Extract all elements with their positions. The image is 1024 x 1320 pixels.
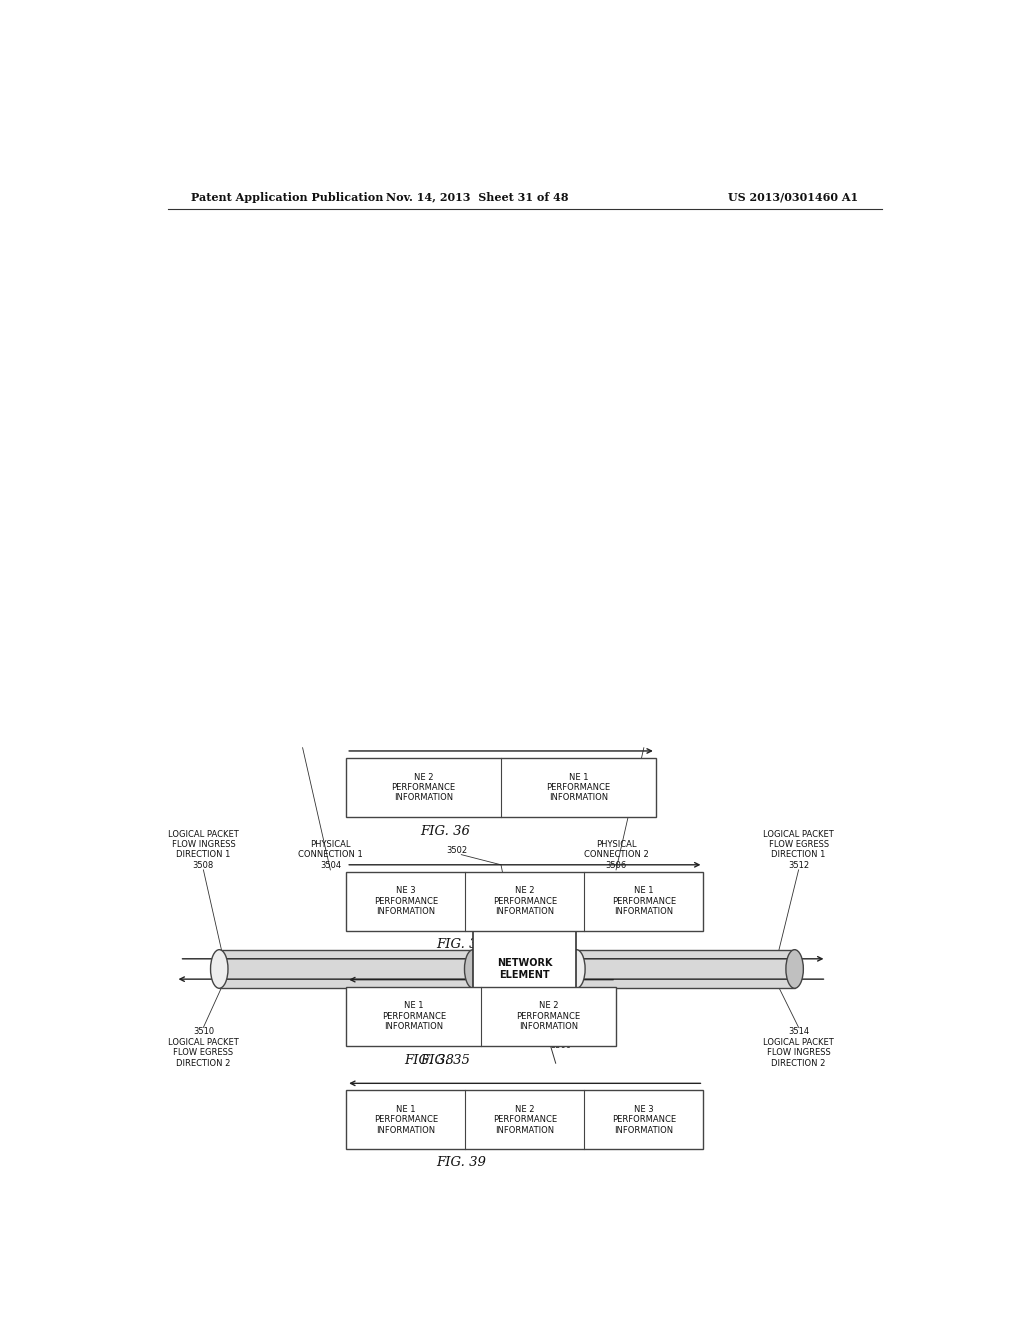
Text: PHYSICAL
CONNECTION 2
3506: PHYSICAL CONNECTION 2 3506: [584, 840, 648, 870]
Text: 3502: 3502: [446, 846, 468, 854]
Text: NE 1
PERFORMANCE
INFORMATION: NE 1 PERFORMANCE INFORMATION: [611, 887, 676, 916]
Text: FIG. 38: FIG. 38: [404, 1055, 455, 1068]
Bar: [346, 758, 655, 817]
Text: FIG. 39: FIG. 39: [436, 1156, 486, 1170]
Text: FIG. 35: FIG. 35: [421, 1055, 470, 1068]
Text: 3510
LOGICAL PACKET
FLOW EGRESS
DIRECTION 2: 3510 LOGICAL PACKET FLOW EGRESS DIRECTIO…: [168, 1027, 239, 1068]
Text: FIG. 36: FIG. 36: [421, 825, 470, 838]
Text: NE 1
PERFORMANCE
INFORMATION: NE 1 PERFORMANCE INFORMATION: [382, 1002, 445, 1031]
Text: NETWORK
ELEMENT: NETWORK ELEMENT: [497, 958, 553, 979]
Bar: [219, 949, 473, 989]
Text: Patent Application Publication: Patent Application Publication: [191, 191, 384, 202]
Text: NE 2
PERFORMANCE
INFORMATION: NE 2 PERFORMANCE INFORMATION: [516, 1002, 581, 1031]
Text: NE 3
PERFORMANCE
INFORMATION: NE 3 PERFORMANCE INFORMATION: [374, 887, 438, 916]
Text: NE 2
PERFORMANCE
INFORMATION: NE 2 PERFORMANCE INFORMATION: [391, 772, 456, 803]
Text: Nov. 14, 2013  Sheet 31 of 48: Nov. 14, 2013 Sheet 31 of 48: [386, 191, 568, 202]
Text: FIG. 37: FIG. 37: [436, 937, 486, 950]
Ellipse shape: [465, 949, 482, 989]
Text: NE 2
PERFORMANCE
INFORMATION: NE 2 PERFORMANCE INFORMATION: [493, 887, 557, 916]
Bar: [577, 949, 795, 989]
Text: NE 1
PERFORMANCE
INFORMATION: NE 1 PERFORMANCE INFORMATION: [547, 772, 610, 803]
Text: NE 1
PERFORMANCE
INFORMATION: NE 1 PERFORMANCE INFORMATION: [374, 1105, 438, 1135]
Bar: [346, 1090, 703, 1150]
Text: NE 3
PERFORMANCE
INFORMATION: NE 3 PERFORMANCE INFORMATION: [611, 1105, 676, 1135]
Text: US 2013/0301460 A1: US 2013/0301460 A1: [728, 191, 858, 202]
Text: PHYSICAL
CONNECTION 1
3504: PHYSICAL CONNECTION 1 3504: [298, 840, 362, 870]
Text: LOGICAL PACKET
FLOW INGRESS
DIRECTION 1
3508: LOGICAL PACKET FLOW INGRESS DIRECTION 1 …: [168, 830, 239, 870]
Text: 3514
LOGICAL PACKET
FLOW INGRESS
DIRECTION 2: 3514 LOGICAL PACKET FLOW INGRESS DIRECTI…: [763, 1027, 834, 1068]
Ellipse shape: [211, 949, 228, 989]
Bar: [473, 925, 577, 1012]
Bar: [346, 873, 703, 931]
Bar: [346, 987, 616, 1045]
Text: NE 2
PERFORMANCE
INFORMATION: NE 2 PERFORMANCE INFORMATION: [493, 1105, 557, 1135]
Text: 3500: 3500: [550, 1041, 571, 1051]
Ellipse shape: [785, 949, 804, 989]
Text: LOGICAL PACKET
FLOW EGRESS
DIRECTION 1
3512: LOGICAL PACKET FLOW EGRESS DIRECTION 1 3…: [763, 830, 834, 870]
Ellipse shape: [567, 949, 585, 989]
